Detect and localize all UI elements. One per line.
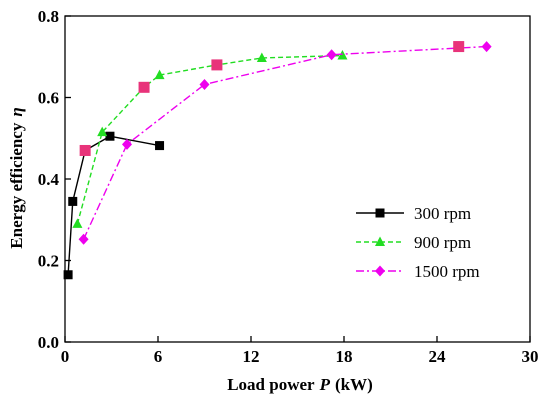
- ticks: 0 6 12 18 24 30 0.0 0.2 0.4 0.6 0.8: [38, 7, 539, 366]
- data-point: [256, 52, 267, 62]
- y-tick-label: 0.4: [38, 170, 60, 189]
- legend-marker: [375, 265, 385, 277]
- data-point: [97, 126, 108, 137]
- y-tick-label: 0.0: [38, 333, 59, 352]
- axes: [64, 15, 531, 343]
- y-tick-label: 0.2: [38, 252, 59, 271]
- x-axis-title: Load power P (kW): [227, 375, 373, 394]
- series-line: [82, 45, 487, 240]
- x-axis-unit: (kW): [335, 375, 373, 394]
- data-point: [72, 218, 83, 228]
- series-3: [78, 41, 492, 245]
- highlight-layer: [79, 41, 465, 156]
- x-tick-label: 24: [429, 347, 447, 366]
- y-axis-symbol: η: [7, 107, 26, 116]
- y-tick-label: 0.8: [38, 7, 59, 26]
- x-tick-label: 0: [61, 347, 70, 366]
- x-tick-label: 30: [522, 347, 539, 366]
- x-axis-label: Load power: [227, 375, 315, 394]
- legend: 300 rpm 900 rpm 1500 rpm: [356, 204, 480, 281]
- y-tick-label: 0.6: [38, 89, 59, 108]
- legend-marker: [375, 208, 385, 218]
- data-point: [122, 138, 132, 150]
- data-point: [63, 270, 73, 280]
- highlight-point: [79, 144, 91, 156]
- plot-frame: [64, 15, 531, 343]
- x-tick-label: 12: [243, 347, 260, 366]
- x-tick-label: 18: [336, 347, 353, 366]
- data-point: [199, 78, 210, 90]
- x-tick-label: 6: [154, 347, 163, 366]
- data-point: [68, 196, 78, 206]
- highlight-point: [211, 59, 223, 71]
- legend-label: 1500 rpm: [414, 262, 480, 281]
- legend-label: 900 rpm: [414, 233, 471, 252]
- legend-label: 300 rpm: [414, 204, 471, 223]
- highlight-point: [453, 41, 465, 53]
- data-point: [105, 131, 115, 141]
- data-point: [154, 69, 165, 80]
- legend-marker: [375, 236, 385, 246]
- highlight-point: [138, 81, 150, 93]
- data-point: [481, 41, 492, 53]
- series-1: [63, 131, 165, 280]
- data-point: [155, 141, 165, 151]
- data-point: [326, 49, 337, 61]
- y-axis-label: Energy efficiency: [7, 122, 26, 249]
- x-axis-symbol: P: [319, 375, 331, 394]
- data-point: [78, 233, 89, 245]
- series-line: [76, 54, 343, 225]
- y-axis-title: Energy efficiency η: [7, 107, 26, 248]
